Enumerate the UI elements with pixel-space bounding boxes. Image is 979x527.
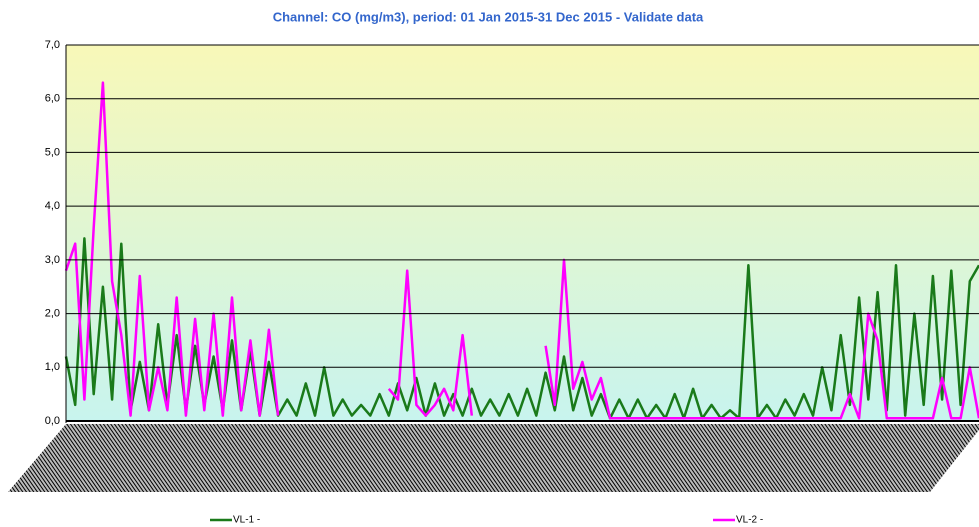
series-line [64, 81, 979, 420]
y-tick-label: 6,0 [45, 93, 60, 105]
legend-label: VL-2 - [736, 515, 763, 526]
x-tick-labels-dense [8, 424, 979, 492]
y-tick-label: 5,0 [45, 146, 60, 158]
legend-label: VL-1 - [233, 515, 260, 526]
legend: VL-1 - VL-2 - [210, 515, 763, 526]
plot [64, 81, 979, 420]
y-tick-label: 2,0 [45, 307, 60, 319]
series-line [64, 237, 979, 420]
y-tick-label: 1,0 [45, 361, 60, 373]
chart-title: Channel: CO (mg/m3), period: 01 Jan 2015… [273, 9, 704, 24]
plot-area [66, 45, 979, 421]
y-tick-label: 7,0 [45, 39, 60, 51]
y-tick-label: 0,0 [45, 415, 60, 427]
y-tick-label: 3,0 [45, 254, 60, 266]
y-tick-label: 4,0 [45, 200, 60, 212]
